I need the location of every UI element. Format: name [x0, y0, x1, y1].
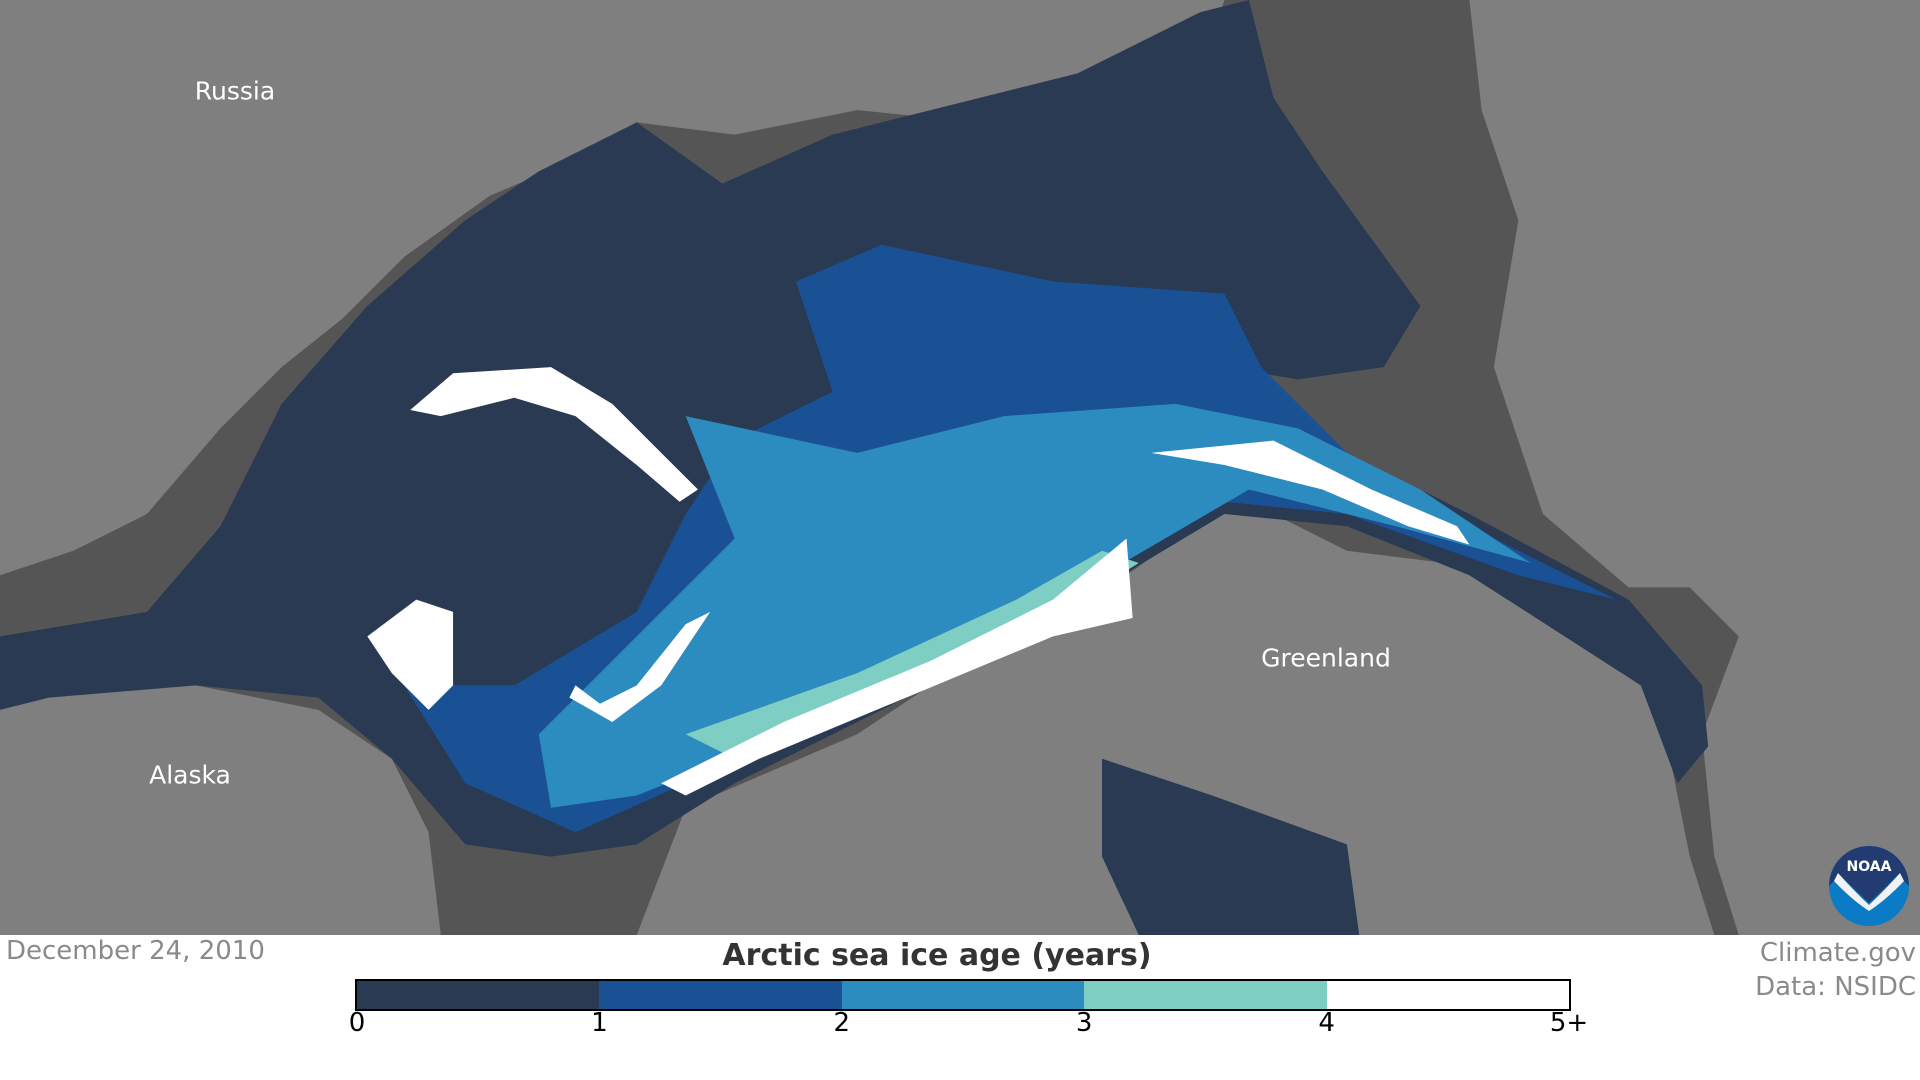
legend-tick-4: 4	[1318, 1008, 1335, 1038]
legend-title: Arctic sea ice age (years)	[722, 938, 1152, 973]
date-label: December 24, 2010	[6, 936, 265, 966]
svg-text:NOAA: NOAA	[1847, 859, 1892, 875]
label-alaska: Alaska	[149, 760, 231, 790]
noaa-logo: NOAA	[1829, 846, 1909, 926]
sea-ice-map	[0, 0, 1920, 935]
legend-swatch-2	[841, 981, 1085, 1009]
credit: Climate.gov Data: NSIDC	[1755, 936, 1916, 1004]
credit-source: Climate.gov	[1759, 938, 1916, 968]
ice-multiyear-hook	[569, 611, 711, 723]
label-greenland: Greenland	[1261, 643, 1391, 673]
ice-first-year-east	[1102, 758, 1360, 935]
ice-multiyear-arc	[410, 367, 698, 502]
ice-multiyear-beaufort	[367, 599, 454, 710]
credit-data: Data: NSIDC	[1755, 972, 1916, 1002]
legend-swatch-3	[1084, 981, 1327, 1009]
ice-fourth-year	[685, 550, 1139, 759]
land-east	[1469, 0, 1920, 935]
legend-swatch-1	[599, 981, 842, 1009]
land-russia	[0, 0, 1225, 576]
legend-tick-2: 2	[833, 1008, 851, 1038]
legend-swatch-4	[1326, 981, 1570, 1009]
land-greenland	[636, 514, 1715, 935]
legend-tick-1: 1	[591, 1008, 608, 1038]
legend-tick-3: 3	[1075, 1008, 1093, 1038]
land-alaska	[0, 685, 441, 935]
legend-swatch-0	[357, 981, 600, 1009]
ice-multiyear-coast	[661, 538, 1133, 796]
legend-colorbar	[355, 979, 1571, 1011]
legend-tick-0: 0	[348, 1008, 366, 1038]
legend-tick-5: 5+	[1549, 1008, 1589, 1038]
label-russia: Russia	[194, 76, 276, 106]
